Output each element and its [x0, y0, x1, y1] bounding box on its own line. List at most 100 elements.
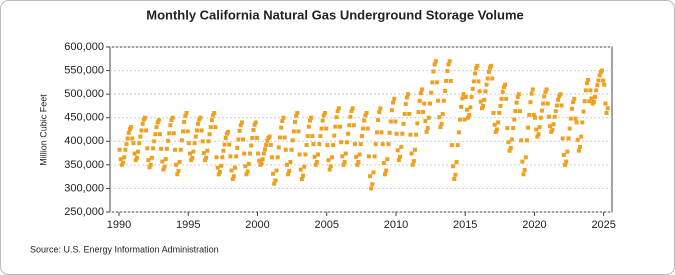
- data-point: [200, 139, 205, 144]
- data-point: [544, 87, 549, 92]
- data-point: [556, 97, 561, 102]
- y-axis-label: Million Cubic Feet: [38, 94, 48, 166]
- data-point: [215, 165, 220, 170]
- data-point: [253, 120, 258, 125]
- data-point: [444, 78, 449, 83]
- data-point: [571, 100, 576, 105]
- data-point: [290, 138, 295, 143]
- data-point: [161, 167, 166, 172]
- data-point: [370, 182, 375, 187]
- data-point: [385, 157, 390, 162]
- data-point: [456, 130, 461, 135]
- data-point: [123, 147, 128, 152]
- data-point: [398, 154, 403, 159]
- data-point: [518, 109, 523, 114]
- data-point: [602, 82, 607, 87]
- data-point: [587, 99, 592, 104]
- data-point: [601, 78, 606, 83]
- data-point: [403, 102, 408, 107]
- data-point: [482, 97, 487, 102]
- data-point: [475, 63, 480, 68]
- data-point: [184, 111, 189, 115]
- data-point: [449, 143, 454, 148]
- data-point: [355, 162, 360, 167]
- data-point: [432, 62, 437, 67]
- data-point: [231, 174, 236, 179]
- data-point: [276, 145, 281, 150]
- y-tick-label: 250,000: [64, 206, 104, 218]
- data-point: [489, 63, 494, 68]
- data-point: [466, 115, 471, 120]
- data-point: [193, 134, 198, 139]
- data-point: [153, 132, 158, 137]
- data-point: [187, 151, 192, 156]
- data-point: [284, 162, 289, 167]
- data-point: [269, 155, 274, 160]
- data-point: [159, 146, 164, 151]
- data-point: [254, 135, 259, 140]
- data-point: [314, 160, 319, 165]
- x-tick-label: 1995: [176, 219, 200, 231]
- plot-frame: [109, 46, 613, 213]
- data-point: [279, 125, 284, 130]
- data-point: [548, 124, 553, 129]
- data-point: [211, 113, 216, 118]
- data-point: [406, 92, 411, 97]
- data-point: [399, 144, 404, 149]
- data-point: [563, 162, 568, 167]
- source-note: Source: U.S. Energy Information Administ…: [30, 244, 219, 254]
- data-point: [582, 99, 587, 104]
- data-point: [336, 106, 341, 111]
- data-point: [294, 113, 299, 118]
- data-point: [573, 116, 578, 121]
- data-point: [144, 128, 149, 133]
- data-point: [381, 160, 386, 165]
- y-tick-label: 300,000: [64, 182, 104, 194]
- data-point: [491, 111, 496, 115]
- data-point: [206, 139, 211, 144]
- data-point: [121, 160, 126, 165]
- x-tick-label: 2005: [314, 219, 338, 231]
- x-tick-label: 1990: [107, 219, 131, 231]
- data-point: [523, 155, 528, 160]
- chart-title: Monthly California Natural Gas Undergrou…: [146, 7, 524, 22]
- data-point: [356, 160, 361, 165]
- data-point: [324, 126, 329, 131]
- data-point: [476, 79, 481, 84]
- data-point: [486, 69, 491, 74]
- data-point: [511, 126, 516, 131]
- data-point: [136, 149, 141, 154]
- data-point: [539, 108, 544, 113]
- data-point: [152, 139, 157, 144]
- data-point: [455, 143, 460, 148]
- data-point: [561, 152, 566, 157]
- data-point: [402, 111, 407, 116]
- data-point: [447, 59, 452, 64]
- data-point: [514, 100, 519, 105]
- data-point: [268, 143, 273, 148]
- data-point: [282, 135, 287, 140]
- data-point: [368, 174, 373, 179]
- data-point: [464, 107, 469, 112]
- data-point: [155, 120, 160, 125]
- data-point: [205, 148, 210, 153]
- data-point: [535, 134, 540, 139]
- data-point: [334, 115, 339, 120]
- data-point: [325, 143, 330, 148]
- data-point: [361, 126, 366, 131]
- data-point: [572, 96, 577, 101]
- data-point: [483, 89, 488, 94]
- data-point: [407, 111, 412, 116]
- data-point: [373, 142, 378, 147]
- data-point: [146, 158, 151, 163]
- data-point: [179, 138, 184, 143]
- data-point: [423, 119, 428, 124]
- data-point: [499, 96, 504, 101]
- data-point: [347, 123, 352, 128]
- data-point: [275, 155, 280, 160]
- data-point: [235, 145, 240, 150]
- data-point: [243, 164, 248, 169]
- data-point: [246, 161, 251, 166]
- data-point: [350, 106, 355, 111]
- data-point: [474, 66, 479, 71]
